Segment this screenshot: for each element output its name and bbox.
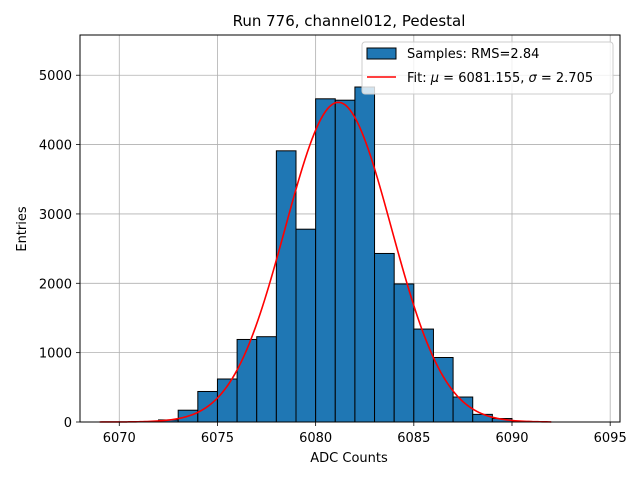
x-tick-label: 6075 <box>201 431 234 446</box>
legend-fit-mu-symbol: μ <box>430 71 439 86</box>
histogram-bar <box>374 252 395 423</box>
histogram-bar <box>393 283 415 423</box>
y-tick-label: 0 <box>64 416 72 431</box>
chart-title: Run 776, channel012, Pedestal <box>233 12 466 30</box>
x-tick-label: 6090 <box>495 431 528 446</box>
y-axis-title: Entries <box>15 206 30 252</box>
legend-fit-sigma-symbol: σ <box>529 71 538 86</box>
y-tick-label: 4000 <box>39 139 72 154</box>
legend-label-samples: Samples: RMS=2.84 <box>407 47 539 62</box>
x-tick-label: 6095 <box>594 431 627 446</box>
legend-box <box>361 41 614 95</box>
y-tick-label: 1000 <box>39 347 72 362</box>
legend-fit-prefix: Fit: <box>407 71 431 86</box>
y-tick-label: 2000 <box>39 277 72 292</box>
y-tick-label: 5000 <box>39 69 72 84</box>
legend-label-fit: Fit: μ = 6081.155, σ = 2.705 <box>407 71 593 86</box>
histogram-bar <box>295 228 317 423</box>
histogram-bar <box>472 413 493 423</box>
x-tick-label: 6085 <box>397 431 430 446</box>
histogram-bar <box>275 150 297 423</box>
x-axis-ticks: 6070 6075 6080 6085 6090 6095 <box>103 422 627 446</box>
legend-swatch-samples <box>366 47 397 60</box>
histogram-bar <box>334 99 356 423</box>
histogram-bar <box>236 338 258 423</box>
x-axis-title: ADC Counts <box>310 451 388 466</box>
histogram-bar <box>315 98 336 423</box>
x-tick-label: 6070 <box>103 431 136 446</box>
histogram-bar <box>256 336 277 423</box>
histogram-bar <box>413 328 434 423</box>
y-axis-ticks: 0 1000 2000 3000 4000 5000 <box>39 69 80 431</box>
legend-fit-mu-value: = 6081.155, <box>439 71 528 86</box>
x-tick-label: 6080 <box>299 431 332 446</box>
legend-fit-sigma-value: = 2.705 <box>537 71 593 86</box>
fit-curve <box>99 101 552 423</box>
legend: Samples: RMS=2.84 Fit: μ = 6081.155, σ =… <box>361 41 614 95</box>
y-tick-label: 3000 <box>39 208 72 223</box>
histogram-bar <box>432 357 454 423</box>
plot-frame <box>79 34 621 423</box>
